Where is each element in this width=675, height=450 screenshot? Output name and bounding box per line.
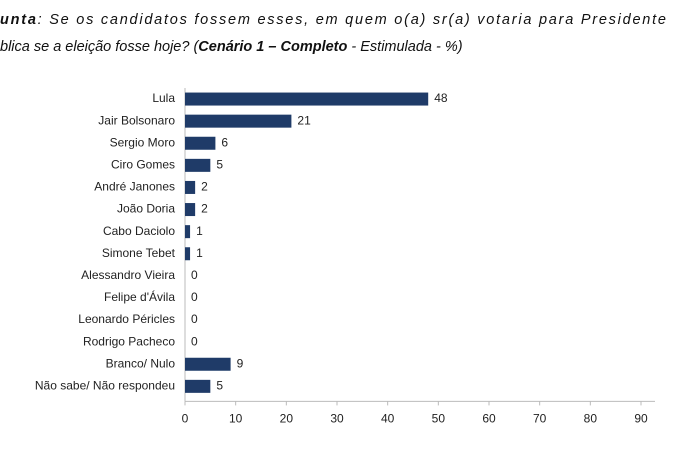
bar — [185, 136, 216, 150]
category-label: Simone Tebet — [102, 246, 176, 260]
category-label: Rodrigo Pacheco — [83, 334, 175, 348]
value-label: 1 — [196, 246, 203, 260]
x-tick-label: 10 — [229, 412, 243, 426]
bar — [185, 203, 196, 217]
category-label: Cabo Daciolo — [103, 224, 175, 238]
bar — [185, 225, 191, 239]
bar — [185, 379, 211, 393]
category-label: Ciro Gomes — [111, 158, 175, 172]
value-label: 1 — [196, 224, 203, 238]
title-part: unta — [0, 12, 36, 28]
category-label: Branco/ Nulo — [106, 356, 176, 370]
title-line: blica se a eleição fosse hoje? (Cenário … — [0, 39, 463, 55]
category-label: Sergio Moro — [110, 135, 176, 149]
x-tick-label: 20 — [280, 412, 294, 426]
value-label: 21 — [297, 113, 311, 127]
bar — [185, 247, 191, 261]
value-label: 0 — [191, 312, 198, 326]
title-part: Cenário 1 – Completo — [198, 39, 347, 55]
title-line: unta: Se os candidatos fossem esses, em … — [0, 12, 666, 28]
category-label: Jair Bolsonaro — [98, 113, 175, 127]
value-label: 0 — [191, 334, 198, 348]
x-tick-label: 80 — [584, 412, 598, 426]
title-part: : Se os candidatos fossem esses, em quem… — [38, 12, 666, 28]
x-tick-label: 30 — [330, 412, 344, 426]
bar — [185, 158, 211, 172]
value-label: 2 — [201, 202, 208, 216]
bar — [185, 114, 292, 128]
value-label: 2 — [201, 180, 208, 194]
category-label: Lula — [152, 91, 175, 105]
category-label: Alessandro Vieira — [81, 268, 175, 282]
title-part: blica se a eleição fosse hoje? ( — [0, 39, 200, 55]
value-label: 6 — [221, 135, 228, 149]
value-label: 0 — [191, 268, 198, 282]
value-label: 0 — [191, 290, 198, 304]
x-tick-label: 70 — [533, 412, 547, 426]
value-label: 5 — [216, 158, 223, 172]
value-label: 5 — [216, 379, 223, 393]
bar — [185, 180, 196, 194]
value-label: 9 — [237, 356, 244, 370]
category-label: Leonardo Péricles — [78, 312, 175, 326]
x-tick-label: 60 — [482, 412, 496, 426]
category-label: André Janones — [94, 180, 175, 194]
bar — [185, 92, 429, 106]
category-label: Felipe d'Ávila — [104, 289, 175, 304]
bar — [185, 357, 231, 371]
category-label: Não sabe/ Não respondeu — [35, 379, 175, 393]
x-tick-label: 0 — [182, 412, 189, 426]
category-label: João Doria — [117, 202, 175, 216]
title-part: - Estimulada - %) — [347, 39, 462, 55]
x-tick-label: 40 — [381, 412, 395, 426]
x-tick-label: 50 — [432, 412, 446, 426]
value-label: 48 — [434, 91, 448, 105]
x-tick-label: 90 — [634, 412, 648, 426]
